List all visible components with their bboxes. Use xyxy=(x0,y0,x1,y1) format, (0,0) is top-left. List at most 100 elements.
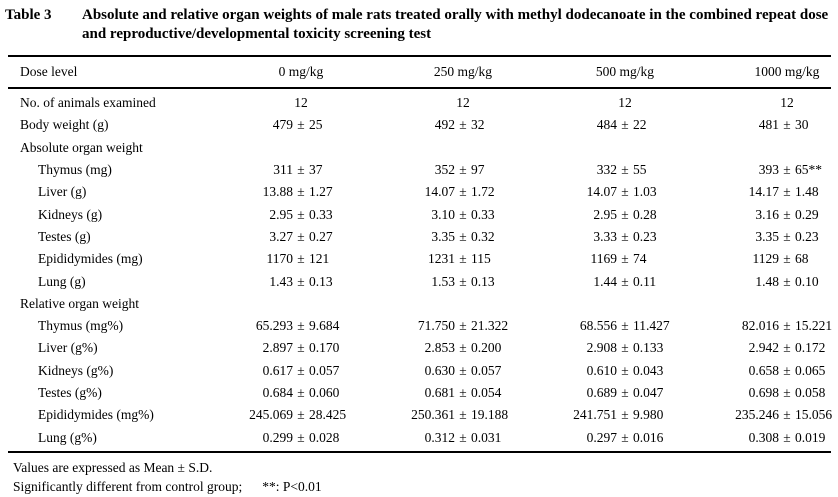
sd-value: 37 xyxy=(309,162,323,178)
sd-value: 25 xyxy=(309,117,323,133)
footnote-significance-text: Significantly different from control gro… xyxy=(13,478,243,494)
plus-minus-sign: ± xyxy=(783,273,791,289)
plus-minus-sign: ± xyxy=(783,184,791,200)
value-cell: 241.751 ±9.980 xyxy=(544,407,706,423)
table-title: Table 3 Absolute and relative organ weig… xyxy=(0,0,838,44)
sd-value: 1.27 xyxy=(309,184,333,200)
plus-minus-sign: ± xyxy=(783,340,791,356)
value-cell: 1.48 ±0.10 xyxy=(706,274,838,290)
value-cell: 250.361 ±19.188 xyxy=(382,407,544,423)
value-cell: 0.610 ±0.043 xyxy=(544,363,706,379)
mean-value: 235.246 xyxy=(735,407,779,423)
value-cell: 12 xyxy=(456,95,470,111)
value-cell: 68.556 ±11.427 xyxy=(544,318,706,334)
plus-minus-sign: ± xyxy=(459,362,467,378)
value-cell: 12 xyxy=(618,95,632,111)
row-label: No. of animals examined xyxy=(20,95,156,111)
plus-minus-sign: ± xyxy=(459,228,467,244)
value-cell: 332 ±55 xyxy=(544,162,706,178)
value-cell: 479 ±25 xyxy=(220,117,382,133)
value-cell: 1.44 ±0.11 xyxy=(544,274,706,290)
footnote-significance-level: **: P<0.01 xyxy=(262,478,322,494)
mean-value: 0.617 xyxy=(262,362,293,378)
sd-value: 0.016 xyxy=(633,429,664,445)
sd-value: 97 xyxy=(471,162,485,178)
plus-minus-sign: ± xyxy=(783,318,791,334)
plus-minus-sign: ± xyxy=(297,362,305,378)
value-cell: 481 ±30 xyxy=(706,117,838,133)
value-cell: 0.312 ±0.031 xyxy=(382,430,544,446)
sd-value: 0.13 xyxy=(309,273,333,289)
mean-value: 0.681 xyxy=(424,385,455,400)
mean-value: 0.610 xyxy=(586,362,617,378)
value-cell: 1231 ±115 xyxy=(382,251,544,267)
table-row: Kidneys (g%) 0.617 ±0.057 0.630 ±0.057 0.610 ±… xyxy=(8,360,831,382)
sd-value: 0.031 xyxy=(471,429,502,445)
value-cell: 311 ±37 xyxy=(220,162,382,178)
plus-minus-sign: ± xyxy=(621,117,629,133)
organ-weights-table: Dose level 0 mg/kg 250 mg/kg 500 mg/kg 1000… xyxy=(8,55,832,453)
plus-minus-sign: ± xyxy=(459,251,467,267)
value-cell: 0.630 ±0.057 xyxy=(382,363,544,379)
plus-minus-sign: ± xyxy=(459,429,467,445)
sd-value: 0.133 xyxy=(633,340,664,356)
plus-minus-sign: ± xyxy=(459,273,467,289)
plus-minus-sign: ± xyxy=(459,162,467,178)
plus-minus-sign: ± xyxy=(297,273,305,289)
table-row: No. of animals examined 12 12 12 12 xyxy=(8,92,831,114)
table-row: Lung (g%) 0.299 ±0.028 0.312 ±0.031 0.297 ±0.0… xyxy=(8,426,831,448)
value-cell: 0.689 ±0.047 xyxy=(544,385,706,401)
mean-value: 0.312 xyxy=(424,429,455,445)
mean-value: 332 xyxy=(596,162,617,178)
value-cell: 235.246 ±15.056 xyxy=(706,407,838,423)
plus-minus-sign: ± xyxy=(621,251,629,267)
value-cell: 82.016 ±15.221 xyxy=(706,318,838,334)
mean-value: 68.556 xyxy=(579,318,617,334)
sd-value: 65** xyxy=(795,162,822,178)
value-cell: 0.681 ±0.054 xyxy=(382,385,544,401)
plus-minus-sign: ± xyxy=(459,340,467,356)
value-cell: 2.908 ±0.133 xyxy=(544,340,706,356)
sd-value: 0.170 xyxy=(309,340,340,356)
sd-value: 11.427 xyxy=(633,318,670,334)
plus-minus-sign: ± xyxy=(783,228,791,244)
footnote-significance: Significantly different from control gro… xyxy=(13,477,838,496)
value-cell: 3.16 ±0.29 xyxy=(706,207,838,223)
mean-value: 0.689 xyxy=(586,385,617,400)
value-cell: 0.658 ±0.065 xyxy=(706,363,838,379)
value-cell: 1129 ±68 xyxy=(706,251,838,267)
footnote-mean-sd: Values are expressed as Mean ± S.D. xyxy=(13,459,213,475)
sd-value: 0.043 xyxy=(633,362,664,378)
value-cell: 1.43 ±0.13 xyxy=(220,274,382,290)
sd-value: 0.057 xyxy=(471,362,502,378)
row-label: Lung (g) xyxy=(38,273,86,289)
sd-value: 0.28 xyxy=(633,206,657,222)
value-cell: 352 ±97 xyxy=(382,162,544,178)
plus-minus-sign: ± xyxy=(621,228,629,244)
mean-value: 13.88 xyxy=(262,184,293,200)
value-cell: 492 ±32 xyxy=(382,117,544,133)
sd-value: 0.33 xyxy=(309,206,333,222)
mean-value: 14.07 xyxy=(586,184,617,200)
column-header-dose-3: 1000 mg/kg xyxy=(754,64,820,79)
mean-value: 2.95 xyxy=(269,206,293,222)
plus-minus-sign: ± xyxy=(621,340,629,356)
mean-value: 311 xyxy=(273,162,293,178)
mean-value: 484 xyxy=(596,117,617,133)
value-cell: 65.293 ±9.684 xyxy=(220,318,382,334)
mean-value: 393 xyxy=(758,162,779,178)
sd-value: 0.13 xyxy=(471,273,495,289)
column-header-dose-2: 500 mg/kg xyxy=(595,64,655,79)
plus-minus-sign: ± xyxy=(297,407,305,423)
value-cell: 1169 ±74 xyxy=(544,251,706,267)
mean-value: 245.069 xyxy=(249,407,293,423)
section-header-row: Relative organ weight xyxy=(8,293,831,315)
table-body: No. of animals examined 12 12 12 12 Body weig… xyxy=(8,89,832,451)
sd-value: 0.054 xyxy=(471,385,502,400)
plus-minus-sign: ± xyxy=(459,184,467,200)
sd-value: 0.33 xyxy=(471,206,495,222)
value-cell: 0.684 ±0.060 xyxy=(220,385,382,401)
value-cell: 3.33 ±0.23 xyxy=(544,229,706,245)
mean-value: 1129 xyxy=(752,251,780,267)
